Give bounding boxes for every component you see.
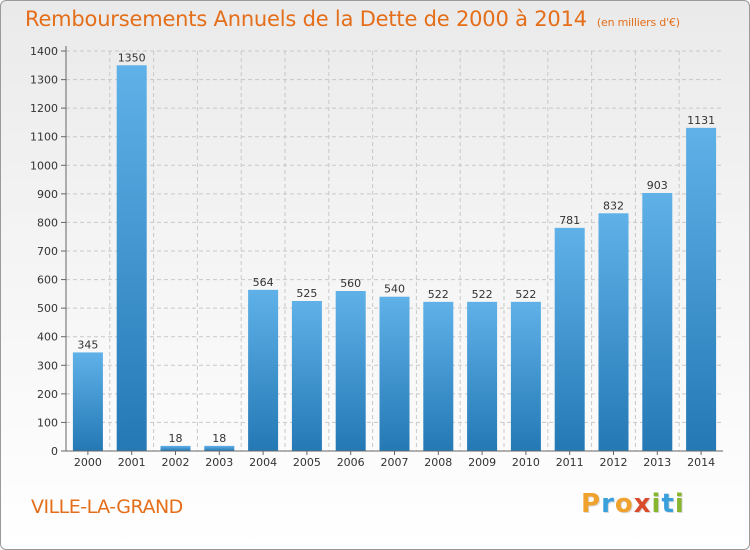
logo-letter: i (651, 489, 662, 519)
x-tick-label: 2014 (687, 456, 715, 469)
bar-value-label: 832 (603, 199, 624, 212)
commune-name: VILLE-LA-GRAND (31, 496, 183, 518)
y-tick-label: 700 (37, 245, 58, 258)
x-tick-label: 2007 (381, 456, 409, 469)
y-tick-label: 800 (37, 216, 58, 229)
y-tick-label: 200 (37, 388, 58, 401)
bar-value-label: 525 (296, 287, 317, 300)
y-tick-label: 500 (37, 302, 58, 315)
x-tick-label: 2006 (337, 456, 365, 469)
x-tick-label: 2013 (643, 456, 671, 469)
x-tick-label: 2005 (293, 456, 321, 469)
x-tick-label: 2011 (556, 456, 584, 469)
y-tick-label: 400 (37, 331, 58, 344)
bar-value-label: 18 (212, 432, 226, 445)
y-tick-label: 1000 (30, 159, 58, 172)
x-tick-label: 2008 (424, 456, 452, 469)
bar-value-label: 522 (515, 288, 536, 301)
chart-title-text: Remboursements Annuels de la Dette de 20… (25, 7, 587, 31)
bar-value-label: 781 (559, 214, 580, 227)
bar-value-label: 345 (77, 338, 98, 351)
chart-unit: (en milliers d'€) (596, 16, 680, 29)
x-tick-label: 2009 (468, 456, 496, 469)
bar-value-label: 540 (384, 283, 405, 296)
logo-letter: P (581, 489, 602, 519)
y-tick-label: 1400 (30, 45, 58, 58)
bar-value-label: 1131 (687, 114, 715, 127)
bar (554, 227, 585, 451)
logo-letter: t (661, 489, 675, 519)
y-tick-label: 1100 (30, 131, 58, 144)
bar (72, 352, 103, 451)
x-tick-label: 2001 (118, 456, 146, 469)
bar (642, 193, 673, 451)
bar-value-label: 564 (253, 276, 274, 289)
x-tick-label: 2010 (512, 456, 540, 469)
proxiti-logo[interactable]: Proxiti (581, 489, 685, 519)
bar (598, 213, 629, 451)
bar (116, 65, 147, 452)
y-tick-label: 0 (51, 445, 58, 458)
y-tick-label: 300 (37, 359, 58, 372)
bar-value-label: 522 (472, 288, 493, 301)
y-tick-label: 100 (37, 416, 58, 429)
bar-value-label: 903 (647, 179, 668, 192)
x-tick-label: 2002 (162, 456, 190, 469)
bar (686, 127, 717, 451)
logo-letter: o (614, 489, 634, 519)
bar (379, 296, 410, 451)
logo-letter: i (674, 489, 685, 519)
chart-title: Remboursements Annuels de la Dette de 20… (25, 7, 680, 31)
bar-value-label: 560 (340, 277, 361, 290)
x-tick-label: 2000 (74, 456, 102, 469)
x-tick-label: 2003 (205, 456, 233, 469)
bar-value-label: 18 (169, 432, 183, 445)
bar (248, 289, 279, 451)
bar-value-label: 1350 (118, 51, 146, 64)
bar (291, 301, 322, 451)
logo-letter: x (633, 489, 652, 519)
bar (467, 301, 498, 451)
bars: 345 1350 18 18 564 525 560 540 522 522 522 781 832 90… (72, 51, 717, 452)
bar (423, 301, 454, 451)
logo-letter: r (601, 489, 615, 519)
bar (204, 445, 235, 451)
y-tick-label: 900 (37, 188, 58, 201)
x-tick-label: 2012 (600, 456, 628, 469)
bar-value-label: 522 (428, 288, 449, 301)
bar (510, 301, 541, 451)
x-tick-label: 2004 (249, 456, 277, 469)
axes: 0 100 200 300 400 500 600 700 800 900 1000 1100 1200… (30, 45, 723, 469)
y-tick-label: 1300 (30, 74, 58, 87)
bar (335, 291, 366, 451)
y-tick-label: 1200 (30, 102, 58, 115)
y-tick-label: 600 (37, 274, 58, 287)
bar (160, 445, 191, 451)
